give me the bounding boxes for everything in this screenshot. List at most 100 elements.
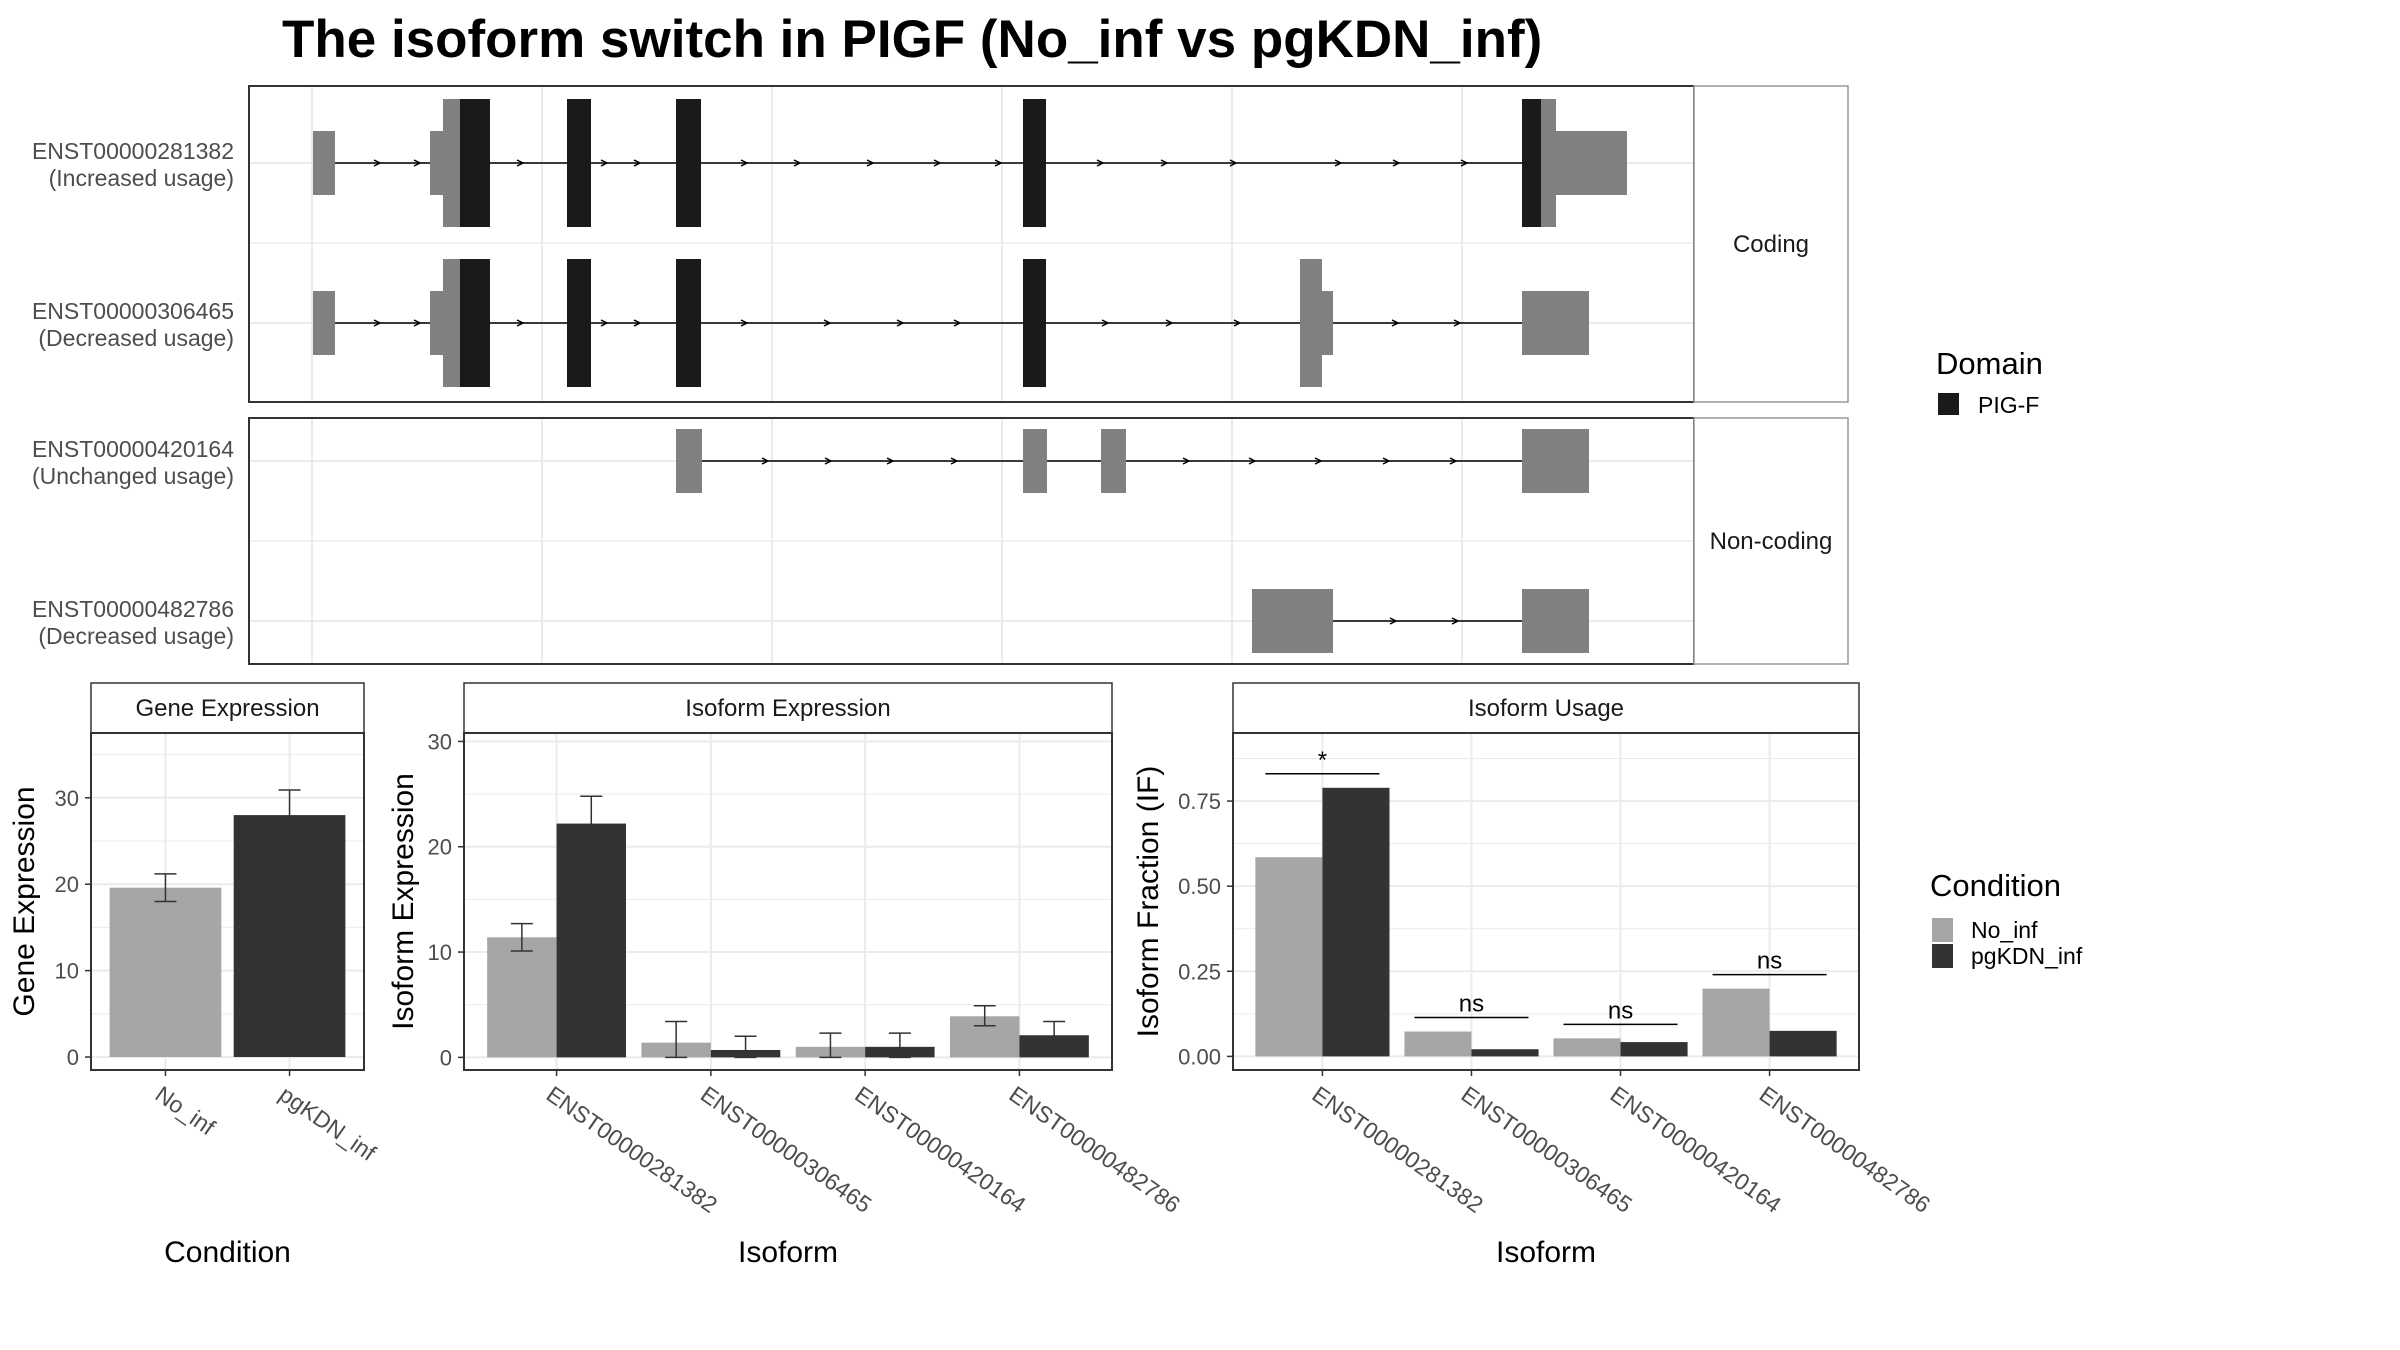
bar bbox=[1769, 1030, 1837, 1057]
intron-arrow bbox=[896, 319, 905, 327]
exon-utr bbox=[1522, 429, 1589, 493]
y-tick-label: 10 bbox=[428, 940, 452, 965]
facet-strip bbox=[1693, 417, 1849, 665]
legend-condition-swatch bbox=[1932, 944, 1953, 968]
facet-strip-label: Non-coding bbox=[1710, 528, 1833, 555]
intron-arrow bbox=[1314, 457, 1323, 465]
exon-utr bbox=[443, 259, 460, 387]
y-tick-label: 20 bbox=[55, 872, 79, 897]
y-axis-title: Isoform Fraction (IF) bbox=[1132, 766, 1165, 1038]
legend-condition-label: pgKDN_inf bbox=[1971, 943, 2083, 969]
bar-charts: Gene Expression 0 10 20 30 No_inf pgKDN_inf Con… bbox=[8, 682, 1935, 1269]
intron-arrow bbox=[633, 319, 642, 327]
y-tick-label: 0 bbox=[440, 1045, 452, 1070]
transcript-ENST00000482786 bbox=[1252, 589, 1589, 653]
legend-domain-label: PIG-F bbox=[1978, 392, 2039, 418]
exon-utr bbox=[1101, 429, 1126, 493]
exon-utr bbox=[430, 131, 443, 195]
intron-arrow bbox=[373, 159, 382, 167]
intron-arrow bbox=[373, 319, 382, 327]
intron-arrow bbox=[824, 457, 833, 465]
legend-condition-swatch bbox=[1932, 918, 1953, 942]
intron-arrow bbox=[1160, 159, 1169, 167]
x-tick-label: ENST00000306465 bbox=[696, 1081, 876, 1218]
exon-utr bbox=[1556, 131, 1627, 195]
transcript-ENST00000306465 bbox=[313, 259, 1589, 387]
intron-arrow bbox=[950, 457, 959, 465]
significance-label: * bbox=[1318, 747, 1327, 774]
isoform-id-label: ENST00000281382 bbox=[32, 138, 234, 164]
intron-arrow bbox=[600, 319, 609, 327]
x-tick-label: pgKDN_inf bbox=[275, 1081, 382, 1166]
chart-title: Gene Expression bbox=[135, 695, 319, 722]
bar bbox=[1553, 1038, 1621, 1057]
intron-arrow bbox=[516, 159, 525, 167]
intron-arrow bbox=[516, 319, 525, 327]
plot-border bbox=[463, 732, 1113, 1071]
facet-strip bbox=[1693, 85, 1849, 403]
bar bbox=[1255, 857, 1323, 1057]
exon-utr bbox=[1252, 589, 1333, 653]
structure-panel-coding: Coding bbox=[248, 85, 1849, 403]
intron-arrow bbox=[1392, 159, 1401, 167]
facet-strip bbox=[463, 682, 1113, 734]
isoform-usage-label: (Unchanged usage) bbox=[32, 463, 234, 489]
isoform-id-label: ENST00000420164 bbox=[32, 436, 234, 462]
intron-arrow bbox=[1460, 159, 1469, 167]
exon-utr bbox=[1541, 99, 1556, 227]
y-axis-title: Isoform Expression bbox=[387, 773, 420, 1030]
intron-arrow bbox=[1453, 319, 1462, 327]
figure-title: The isoform switch in PIGF (No_inf vs pg… bbox=[282, 10, 1542, 69]
intron-arrow bbox=[953, 319, 962, 327]
x-tick-label: No_inf bbox=[151, 1081, 221, 1141]
y-tick-label: 0.50 bbox=[1178, 874, 1221, 899]
significance-label: ns bbox=[1757, 948, 1782, 975]
exon-utr bbox=[443, 99, 460, 227]
intron-arrow bbox=[1096, 159, 1105, 167]
facet-strip bbox=[1232, 682, 1860, 734]
bar bbox=[1620, 1042, 1688, 1057]
exon-utr bbox=[1300, 259, 1322, 387]
legend-domain-swatch bbox=[1938, 393, 1959, 415]
x-tick-label: ENST00000281382 bbox=[542, 1081, 722, 1218]
intron-arrow bbox=[1391, 319, 1400, 327]
intron-arrow bbox=[413, 319, 422, 327]
significance-label: ns bbox=[1459, 991, 1484, 1018]
intron-arrow bbox=[600, 159, 609, 167]
chart-title: Isoform Usage bbox=[1468, 695, 1624, 722]
exon-domain bbox=[1522, 99, 1541, 227]
bar bbox=[233, 815, 346, 1058]
bar bbox=[1702, 988, 1770, 1057]
y-tick-label: 0.25 bbox=[1178, 959, 1221, 984]
intron-arrow bbox=[1382, 457, 1391, 465]
x-axis-title: Isoform bbox=[1496, 1236, 1596, 1269]
intron-arrow bbox=[1248, 457, 1257, 465]
bar bbox=[487, 937, 557, 1058]
exon-domain bbox=[676, 99, 701, 227]
exon-utr bbox=[313, 131, 335, 195]
isoform-id-label: ENST00000306465 bbox=[32, 298, 234, 324]
exon-domain bbox=[567, 99, 591, 227]
intron-arrow bbox=[1182, 457, 1191, 465]
x-axis-title: Condition bbox=[164, 1236, 291, 1269]
isoform-structure-plot: Coding ENST00000281382(Increased usage) EN… bbox=[32, 85, 1849, 665]
transcript-ENST00000420164 bbox=[676, 429, 1589, 493]
intron-arrow bbox=[1229, 159, 1238, 167]
exon-utr bbox=[1023, 429, 1047, 493]
exon-domain bbox=[1023, 259, 1046, 387]
facet-strip-label: Coding bbox=[1733, 231, 1809, 258]
chart-isoform-expression: Isoform Expression 0 10 20 30 ENST00000281382… bbox=[387, 682, 1185, 1269]
y-tick-label: 0.00 bbox=[1178, 1044, 1221, 1069]
intron-arrow bbox=[793, 159, 802, 167]
x-tick-label: ENST00000420164 bbox=[850, 1081, 1031, 1218]
intron-arrow bbox=[1389, 617, 1398, 625]
y-tick-label: 30 bbox=[428, 729, 452, 754]
bar bbox=[556, 823, 626, 1058]
intron-arrow bbox=[413, 159, 422, 167]
exon-domain bbox=[460, 259, 490, 387]
legend-condition-label: No_inf bbox=[1971, 917, 2038, 943]
plot-border bbox=[1232, 732, 1860, 1071]
isoform-usage-label: (Decreased usage) bbox=[38, 325, 234, 351]
